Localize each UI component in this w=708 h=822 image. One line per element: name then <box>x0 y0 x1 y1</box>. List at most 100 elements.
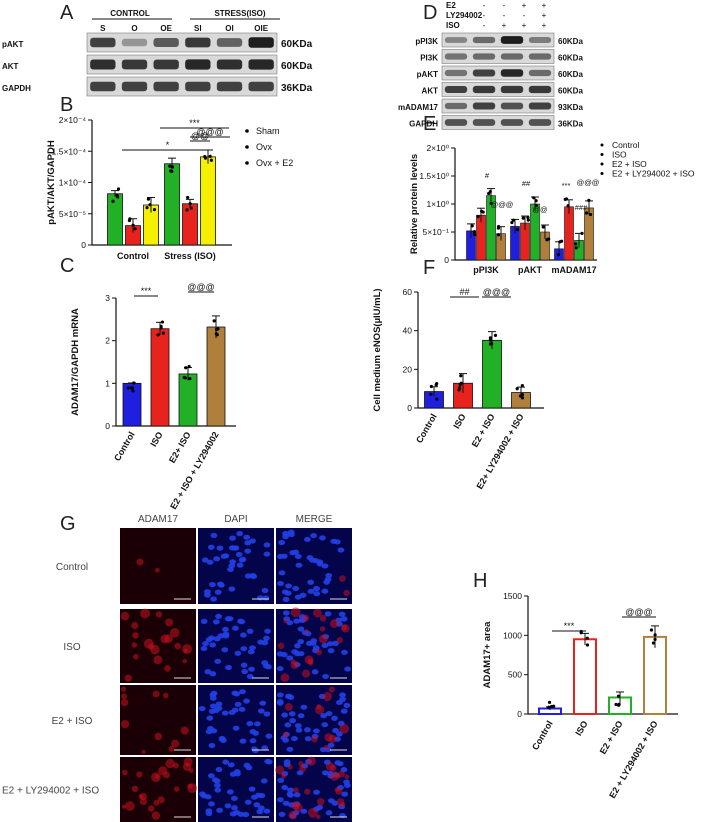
chart-f-point <box>429 392 433 396</box>
panel-d-blot-band <box>472 119 496 126</box>
panel-g-nucleus <box>243 762 251 768</box>
panel-g-signal <box>138 794 144 799</box>
panel-g-nucleus <box>208 708 216 714</box>
panel-d-mw: 93KDa <box>558 103 583 112</box>
panel-a-blot-band <box>216 59 243 70</box>
panel-g-signal <box>157 796 165 804</box>
panel-g-signal <box>131 785 139 793</box>
panel-g-nucleus <box>210 532 218 539</box>
chart-f-tick-label: 40 <box>403 326 413 336</box>
panel-a-blot <box>86 76 278 97</box>
chart-f-category: E2 + ISO <box>470 412 497 449</box>
panel-d-blot-band <box>444 119 468 126</box>
chart-e-point <box>526 218 530 222</box>
chart-h-point <box>614 702 618 707</box>
panel-g-signal <box>339 575 346 582</box>
chart-b-point <box>131 223 135 227</box>
chart-b-point <box>146 197 151 201</box>
panel-g-tile <box>120 757 198 822</box>
panel-g-signal <box>304 629 309 634</box>
panel-d-blot-band <box>472 53 496 60</box>
panel-g-nucleus <box>228 563 236 569</box>
panel-g-nucleus <box>264 628 272 634</box>
panel-d-sign: - <box>503 11 506 20</box>
chart-h-point <box>651 641 656 645</box>
panel-g-nucleus <box>238 706 246 712</box>
panel-g-signal <box>283 731 289 738</box>
panel-g-signal <box>324 733 333 742</box>
chart-b-tick-label: 2×10⁻⁴ <box>59 115 87 125</box>
panel-g-nucleus <box>261 660 269 666</box>
panel-g-nucleus <box>288 711 296 717</box>
panel-d-blot-band <box>444 37 468 43</box>
chart-h-point <box>616 694 621 698</box>
chart-f-category: Control <box>414 412 439 445</box>
panel-a-blot <box>86 32 278 53</box>
chart-b-legend-label: Ovx <box>256 142 273 152</box>
panel-d-blot <box>441 65 555 81</box>
panel-g-nucleus <box>337 547 345 553</box>
chart-c-sig-label: *** <box>141 286 152 296</box>
panel-d-mw: 36KDa <box>558 120 583 129</box>
chart-c-tick-label: 1 <box>105 378 110 388</box>
chart-b-point <box>169 169 173 173</box>
panel-d-sign: - <box>483 21 486 30</box>
chart-b-bar <box>182 203 198 246</box>
panel-g-nucleus <box>241 668 249 675</box>
panel-a-blot-band <box>248 59 274 70</box>
panel-g-nucleus <box>263 635 270 641</box>
panel-g-signal <box>307 807 318 818</box>
panel-d-blot-band <box>444 85 468 94</box>
panel-g-nucleus <box>322 770 329 776</box>
panel-g-nucleus <box>240 662 248 668</box>
chart-b-tick-label: 5×10⁻⁵ <box>59 209 86 219</box>
chart-h-point <box>653 633 657 637</box>
panel-g-nucleus <box>236 562 244 568</box>
panel-g-signal <box>168 745 175 752</box>
panel-g-nucleus <box>246 673 254 680</box>
panel-g-nucleus <box>222 626 229 632</box>
panel-g-signal <box>319 614 327 622</box>
panel-g-tile <box>198 757 274 822</box>
chart-e-point <box>488 189 492 194</box>
panel-g-nucleus <box>222 633 230 639</box>
panel-g-nucleus <box>277 797 284 803</box>
panel-g-nucleus <box>307 579 315 585</box>
panel-g-nucleus <box>248 786 256 792</box>
chart-e-sig-label: @@ <box>532 205 547 214</box>
chart-h-point <box>585 636 589 640</box>
chart-e-bar <box>584 207 594 261</box>
panel-g-nucleus <box>205 810 213 817</box>
chart-e-legend-label: Control <box>612 140 640 150</box>
panel-a-blot-band <box>216 81 243 92</box>
chart-f-bar <box>482 339 502 409</box>
panel-g-nucleus <box>226 789 234 795</box>
chart-e-point <box>534 204 538 208</box>
panel-g-nucleus <box>287 529 295 535</box>
panel-d-treat-label: LY294002 <box>446 11 483 20</box>
panel-g-nucleus <box>224 803 232 809</box>
chart-e-sig-label: *** <box>562 181 571 190</box>
panel-g-nucleus <box>229 811 237 817</box>
panel-g-signal <box>336 798 345 806</box>
panel-g-nucleus <box>281 784 289 791</box>
chart-f-point <box>488 338 492 342</box>
panel-g-signal <box>120 611 130 621</box>
chart-b-point <box>168 164 172 168</box>
panel-g-nucleus <box>344 666 352 672</box>
panel-d-sign: - <box>523 11 526 20</box>
panel-g-nucleus <box>340 708 348 714</box>
panel-d-row-label: pAKT <box>417 70 438 79</box>
panel-d-blot <box>441 49 555 64</box>
chart-c-category: Control <box>112 430 137 463</box>
panel-g-signal <box>120 698 129 707</box>
panel-a-blot-band <box>153 81 179 92</box>
chart-b-point <box>116 187 121 191</box>
panel-a-lane-label: OIE <box>254 24 268 33</box>
panel-d-blot-band <box>444 53 468 60</box>
panel-d-row-label: PI3K <box>420 54 438 63</box>
panel-g-nucleus <box>235 551 243 558</box>
panel-g-nucleus <box>276 665 284 672</box>
panel-g-tile-bg <box>120 528 196 604</box>
panel-g-nucleus <box>202 640 209 647</box>
